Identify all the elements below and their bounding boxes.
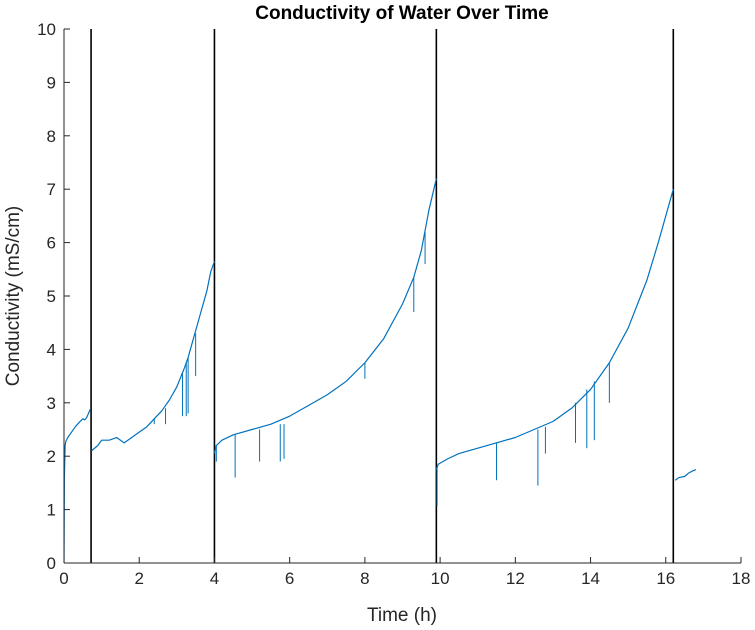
x-tick-label: 10 [431, 569, 450, 588]
x-tick-label: 16 [656, 569, 675, 588]
x-tick-label: 6 [285, 569, 294, 588]
y-tick-label: 8 [47, 127, 56, 146]
x-tick-label: 12 [506, 569, 525, 588]
x-tick-label: 0 [59, 569, 68, 588]
series-segment-4 [435, 189, 674, 470]
y-tick-label: 1 [47, 501, 56, 520]
series-segment-2 [91, 261, 216, 452]
y-axis-label: Conductivity (mS/cm) [3, 206, 24, 387]
y-tick-label: 5 [47, 287, 56, 306]
x-tick-label: 4 [210, 569, 219, 588]
y-tick-label: 10 [37, 20, 56, 39]
x-tick-label: 2 [134, 569, 143, 588]
series-segment-5 [674, 468, 697, 481]
y-tick-label: 9 [47, 73, 56, 92]
y-tick-label: 7 [47, 180, 56, 199]
chart-title: Conductivity of Water Over Time [255, 3, 549, 24]
x-tick-label: 14 [581, 569, 600, 588]
x-tick-label: 18 [732, 569, 751, 588]
plot-area [64, 29, 697, 563]
x-tick-label: 8 [360, 569, 369, 588]
y-tick-label: 4 [47, 340, 56, 359]
y-tick-label: 6 [47, 234, 56, 253]
y-tick-label: 2 [47, 447, 56, 466]
y-tick-label: 3 [47, 394, 56, 413]
series-segment-1 [64, 408, 91, 563]
x-axis-label: Time (h) [367, 605, 437, 626]
y-tick-label: 0 [47, 554, 56, 573]
series-segment-3 [213, 178, 437, 454]
